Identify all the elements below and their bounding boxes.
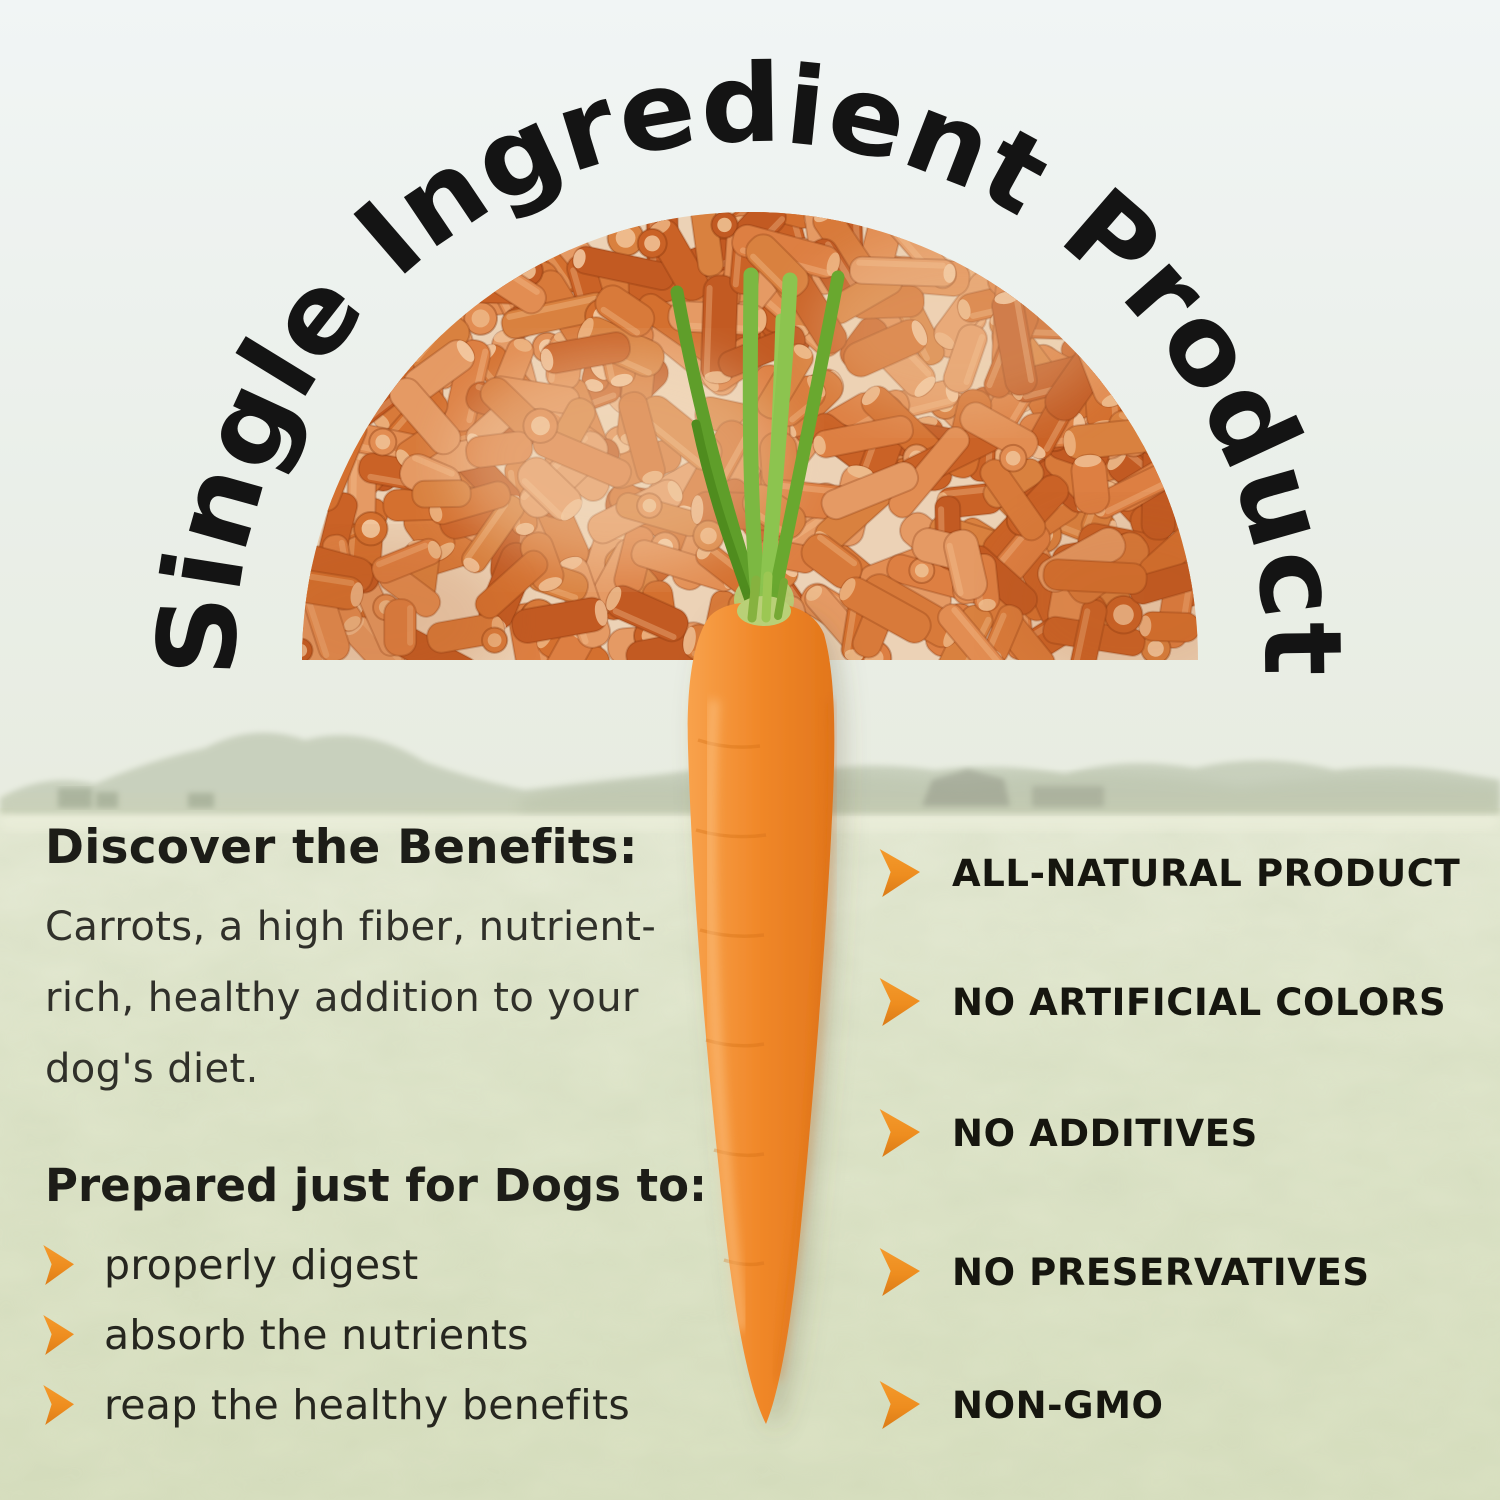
carrot-green-base [737,571,791,626]
claim-item: NO ARTIFICIAL COLORS [878,974,1446,1030]
pellet [942,528,989,602]
pellet [838,576,932,644]
bullet-item: properly digest [42,1239,418,1291]
pellet [594,284,656,338]
claim-item: NO ADDITIVES [878,1105,1258,1161]
claim-label: NON-GMO [952,1383,1164,1427]
bullet-label: absorb the nutrients [104,1311,529,1359]
pellet [510,596,609,644]
benefits-body: Carrots, a high fiber, nutrient-rich, he… [45,904,657,1092]
farm-house-silhouette [922,769,1104,807]
pellet [463,300,499,336]
pellet [937,603,1018,660]
carrot-body [687,602,836,1424]
claim-item: NON-GMO [878,1377,1164,1433]
arrow-right-icon [879,978,920,1026]
arrow-right-icon [879,849,920,897]
claim-label: NO PRESERVATIVES [952,1250,1370,1294]
carrot-highlight [704,699,748,1331]
claim-label: ALL-NATURAL PRODUCT [952,851,1461,895]
bullet-item: reap the healthy benefits [42,1379,630,1431]
pellet [710,212,739,239]
claim-label: NO ARTIFICIAL COLORS [952,980,1447,1024]
pellet [887,426,971,519]
pellet [908,557,936,584]
bullet-item: absorb the nutrients [42,1309,529,1361]
shed-silhouettes [58,788,214,808]
arrow-right-icon [43,1245,74,1285]
pellet [605,584,690,643]
bullet-label: properly digest [104,1241,419,1289]
pellet [636,227,668,259]
arrow-right-icon [879,1381,920,1429]
bullet-label: reap the healthy benefits [104,1381,630,1429]
pellet [998,443,1028,473]
arrow-right-icon [879,1248,920,1296]
prepared-heading: Prepared just for Dogs to: [45,1159,707,1212]
claim-item: ALL-NATURAL PRODUCT [878,845,1460,901]
arrow-right-icon [43,1385,74,1425]
benefits-heading: Discover the Benefits: [45,820,638,875]
claim-label: NO ADDITIVES [952,1111,1258,1155]
pellet [1070,453,1111,516]
claim-item: NO PRESERVATIVES [878,1244,1370,1300]
benefits-section: Discover the Benefits: Carrots, a high f… [45,820,700,1105]
pellet [820,461,920,521]
carrot-greens [670,267,845,626]
arrow-right-icon [43,1315,74,1355]
pellet [368,427,398,457]
arrow-right-icon [879,1109,920,1157]
carrot-shade [774,699,836,1381]
pellet [812,414,914,459]
